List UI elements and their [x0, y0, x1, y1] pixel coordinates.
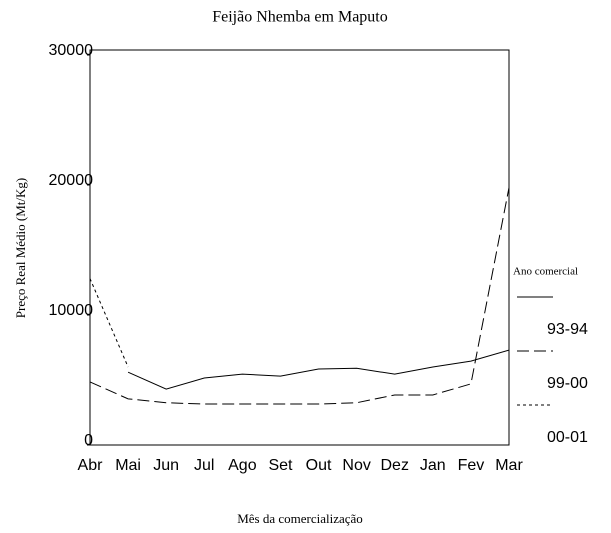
y-tick-label: 20000 [49, 172, 94, 189]
x-tick-label: Mai [115, 457, 141, 474]
x-tick-label: Jan [420, 457, 446, 474]
x-tick-label: Jun [153, 457, 179, 474]
line-series [89, 187, 510, 405]
x-tick-label: Out [306, 457, 332, 474]
x-axis-label: Mês da comercialização [237, 511, 363, 526]
chart-title: Feijão Nhemba em Maputo [212, 9, 388, 26]
y-tick-label: 10000 [49, 302, 94, 319]
x-tick-label: Set [268, 457, 293, 474]
x-tick-label: Nov [342, 457, 370, 474]
x-tick-label: Mar [495, 457, 523, 474]
line-series [127, 349, 510, 390]
x-tick-label: Abr [78, 457, 104, 474]
legend-label: 99-00 [547, 375, 588, 392]
x-tick-label: Ago [228, 457, 257, 474]
line-series [89, 278, 129, 368]
plot-frame [89, 49, 510, 446]
legend-label: 93-94 [547, 321, 588, 338]
y-tick-label: 30000 [49, 42, 94, 59]
x-tick-label: Fev [458, 457, 485, 474]
legend-label: 00-01 [547, 429, 588, 446]
x-tick-label: Dez [381, 457, 409, 474]
x-tick-label: Jul [194, 457, 214, 474]
y-tick-label: 0 [84, 432, 93, 449]
y-axis-label: Preço Real Médio (Mt/Kg) [13, 178, 28, 318]
legend-title: Ano comercial [513, 266, 578, 278]
